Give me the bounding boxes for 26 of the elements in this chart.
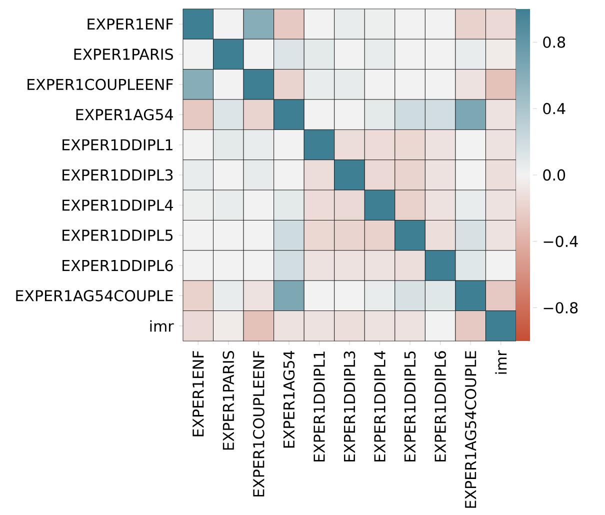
- x-tick-label: EXPER1PARIS: [222, 351, 234, 450]
- x-tick-label: EXPER1DDIPL4: [374, 351, 386, 462]
- y-tick-label: EXPER1DDIPL5: [62, 230, 172, 241]
- x-tick-label: EXPER1COUPLEENF: [253, 351, 264, 496]
- y-tick-label: EXPER1DDIPL3: [62, 169, 173, 181]
- x-tick-label: EXPER1DDIPL6: [434, 351, 446, 462]
- y-tick-label: EXPER1DDIPL6: [62, 260, 173, 272]
- color-bar-label: 0.8: [543, 36, 566, 48]
- x-tick-label: EXPER1AG54: [283, 351, 295, 448]
- y-tick-label: EXPER1DDIPL4: [62, 200, 173, 211]
- color-bar-label: −0.4: [544, 236, 578, 248]
- x-tick-label: imr: [495, 350, 507, 374]
- y-tick-label: imr: [150, 320, 174, 332]
- y-tick-label: EXPER1COUPLEENF: [28, 78, 173, 90]
- x-tick-label: EXPER1DDIPL5: [404, 352, 416, 462]
- x-tick-label: EXPER1DDIPL3: [344, 351, 356, 462]
- y-tick-label: EXPER1AG54: [76, 108, 173, 120]
- x-tick-label: EXPER1AG54COUPLE: [464, 351, 476, 508]
- y-tick-label: EXPER1DDIPL1: [62, 139, 172, 150]
- y-tick-label: EXPER1PARIS: [74, 48, 173, 60]
- color-bar-label: 0.4: [543, 102, 566, 114]
- y-tick-label: EXPER1AG54COUPLE: [16, 290, 173, 302]
- color-bar-label: −0.8: [544, 302, 578, 314]
- x-tick-label: EXPER1DDIPL1: [314, 352, 325, 462]
- color-bar-label: 0.0: [543, 169, 566, 181]
- y-tick-label: EXPER1ENF: [88, 18, 173, 30]
